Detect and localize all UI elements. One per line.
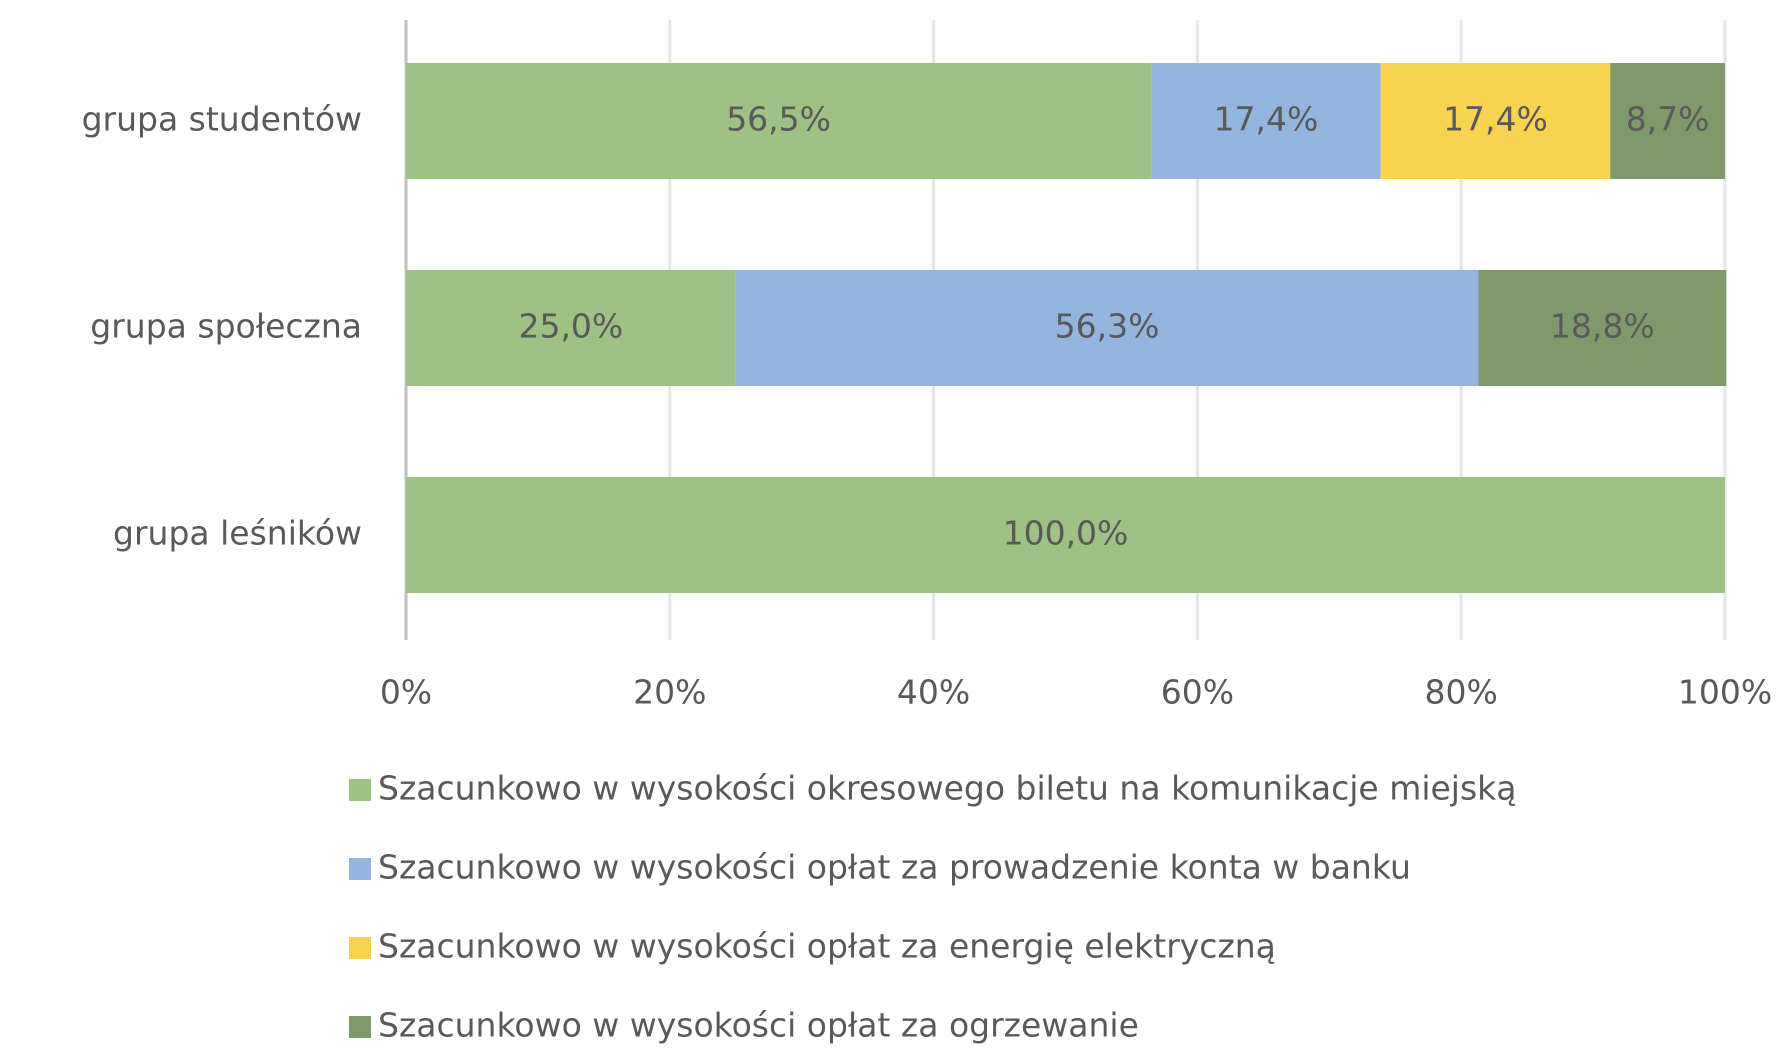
bar-segment bbox=[1151, 63, 1381, 179]
bar-segment bbox=[1610, 63, 1725, 179]
x-tick-label: 20% bbox=[633, 673, 706, 712]
bar-segment bbox=[735, 270, 1479, 386]
legend-label: Szacunkowo w wysokości opłat za ogrzewan… bbox=[378, 1006, 1139, 1045]
x-tick-label: 0% bbox=[380, 673, 432, 712]
bar-segment bbox=[406, 270, 736, 386]
x-tick-label: 100% bbox=[1678, 673, 1772, 712]
legend-label: Szacunkowo w wysokości okresowego biletu… bbox=[378, 769, 1517, 808]
bar-segment bbox=[406, 63, 1152, 179]
legend-label: Szacunkowo w wysokości opłat za prowadze… bbox=[378, 848, 1411, 887]
legend-label: Szacunkowo w wysokości opłat za energię … bbox=[378, 927, 1276, 966]
x-tick-label: 80% bbox=[1425, 673, 1498, 712]
data-label: 25,0% bbox=[518, 307, 623, 346]
legend-swatch bbox=[349, 779, 371, 801]
data-label: 56,3% bbox=[1055, 307, 1160, 346]
legend-swatch bbox=[349, 1016, 371, 1038]
bar-segment bbox=[1380, 63, 1611, 179]
data-label: 100,0% bbox=[1003, 514, 1129, 553]
data-label: 17,4% bbox=[1443, 100, 1548, 139]
bar-segment bbox=[406, 477, 1725, 593]
legend-swatch bbox=[349, 937, 371, 959]
x-tick-label: 40% bbox=[897, 673, 970, 712]
y-tick-label: grupa studentów bbox=[82, 100, 362, 139]
data-label: 56,5% bbox=[726, 100, 831, 139]
x-tick-label: 60% bbox=[1161, 673, 1234, 712]
bar-segment bbox=[1478, 270, 1727, 386]
y-tick-label: grupa społeczna bbox=[90, 307, 362, 346]
legend-swatch bbox=[349, 858, 371, 880]
y-tick-label: grupa leśników bbox=[113, 514, 362, 553]
data-label: 8,7% bbox=[1626, 100, 1710, 139]
data-label: 17,4% bbox=[1214, 100, 1319, 139]
data-label: 18,8% bbox=[1550, 307, 1655, 346]
